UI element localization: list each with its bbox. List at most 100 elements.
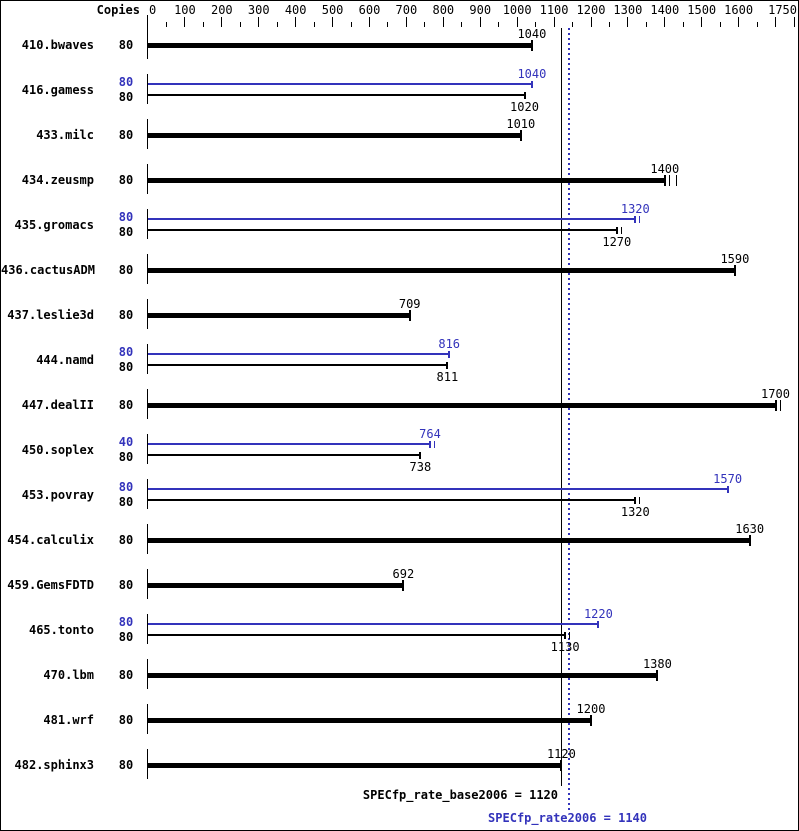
row-axis-tick [147, 524, 148, 554]
benchmark-name-label: 416.gamess [21, 83, 94, 97]
copies-label-peak: 80 [118, 615, 134, 629]
axis-minor-tick [682, 22, 684, 27]
row-axis-tick [147, 74, 148, 104]
row-axis-tick [147, 749, 148, 779]
copies-label-peak: 80 [118, 210, 134, 224]
result-bar-base [148, 364, 448, 366]
row-axis-tick [147, 704, 148, 734]
bar-value-label: 709 [398, 297, 421, 311]
bar-end-cap [446, 362, 449, 369]
copies-label: 80 [118, 263, 134, 277]
row-axis-tick [147, 29, 148, 59]
axis-tick-label: 0 [149, 3, 157, 17]
bar-value-label: 1700 [761, 387, 790, 401]
bar-value-label: 1400 [650, 162, 680, 176]
result-bar-base [148, 94, 525, 96]
axis-minor-tick [424, 22, 426, 27]
copies-label: 80 [118, 578, 134, 592]
run-marker-tick [675, 175, 677, 186]
axis-minor-tick [387, 22, 389, 27]
benchmark-name-label: 470.lbm [43, 668, 94, 682]
run-marker-tick [620, 227, 622, 234]
bar-end-cap [748, 535, 751, 546]
result-bar-base [148, 313, 410, 318]
axis-major-tick [369, 17, 370, 27]
axis-major-tick [701, 17, 703, 27]
result-bar-base [148, 454, 421, 456]
copies-label: 80 [118, 758, 134, 772]
bar-value-label: 1130 [550, 640, 580, 654]
bar-value-label: 1120 [546, 747, 576, 761]
run-marker-tick [434, 441, 435, 448]
axis-major-tick [516, 17, 518, 27]
copies-label-base: 80 [118, 630, 134, 644]
axis-major-tick [627, 17, 629, 27]
copies-label-peak: 80 [118, 480, 134, 494]
axis-tick-label: 400 [284, 3, 307, 17]
axis-minor-tick [608, 22, 610, 27]
copies-label: 80 [118, 533, 134, 547]
bar-end-cap [656, 670, 659, 681]
bar-value-label: 811 [436, 370, 459, 384]
run-marker-tick [639, 216, 641, 223]
bar-end-cap [419, 452, 422, 459]
copies-label-base: 80 [118, 90, 134, 104]
bar-value-label: 764 [419, 427, 441, 441]
axis-minor-tick [756, 22, 758, 27]
row-axis-tick [147, 434, 148, 464]
copies-label-peak: 80 [118, 75, 134, 89]
axis-minor-tick [645, 22, 647, 27]
benchmark-name-label: 453.povray [21, 488, 94, 502]
base-rate-summary-label: SPECfp_rate_base2006 = 1120 [362, 788, 558, 802]
result-bar-base [148, 673, 658, 678]
result-bar-base [148, 583, 404, 588]
bar-value-label: 1010 [506, 117, 536, 131]
bar-value-label: 816 [438, 337, 461, 351]
axis-spine [147, 15, 148, 29]
copies-label: 80 [118, 128, 134, 142]
copies-label: 80 [118, 38, 134, 52]
benchmark-name-label: 482.sphinx3 [14, 758, 94, 772]
axis-minor-tick [239, 22, 241, 27]
row-axis-tick [147, 299, 148, 329]
benchmark-name-label: 434.zeusmp [21, 173, 94, 187]
axis-minor-tick [350, 22, 352, 27]
benchmark-name-label: 437.leslie3d [7, 308, 94, 322]
axis-tick-label: 1000 [502, 3, 532, 17]
axis-tick-label: 1200 [576, 3, 606, 17]
row-axis-tick [147, 569, 148, 599]
axis-minor-tick [276, 22, 278, 27]
result-bar-base [148, 268, 735, 273]
bar-end-cap [634, 497, 637, 504]
axis-minor-tick [719, 22, 721, 27]
axis-minor-tick [166, 22, 167, 27]
benchmark-name-label: 459.GemsFDTD [7, 578, 94, 592]
axis-major-tick [332, 17, 334, 27]
bar-value-label: 1040 [517, 27, 547, 41]
result-bar-base [148, 403, 776, 408]
copies-label: 80 [118, 713, 134, 727]
axis-major-tick [479, 17, 481, 27]
benchmark-name-label: 435.gromacs [14, 218, 94, 232]
axis-major-tick [258, 17, 260, 27]
result-bar-base [148, 43, 532, 48]
axis-minor-tick [202, 22, 204, 27]
bar-value-label: 1590 [720, 252, 750, 266]
benchmark-name-label: 436.cactusADM [1, 263, 95, 277]
bar-end-cap [663, 175, 666, 186]
benchmark-name-label: 454.calculix [7, 533, 94, 547]
axis-major-tick [184, 17, 186, 27]
row-axis-tick [147, 254, 148, 284]
result-bar-base [148, 133, 521, 138]
bar-value-label: 1270 [602, 235, 632, 249]
bar-end-cap [530, 40, 533, 51]
bar-value-label: 1040 [517, 67, 547, 81]
axis-tick-label: 900 [469, 3, 492, 17]
run-marker-tick [639, 497, 641, 504]
bar-value-label: 1320 [620, 505, 650, 519]
bar-end-cap [726, 486, 729, 493]
axis-tick-label: 600 [358, 3, 381, 17]
row-axis-tick [147, 479, 148, 509]
copies-label: 80 [118, 308, 134, 322]
